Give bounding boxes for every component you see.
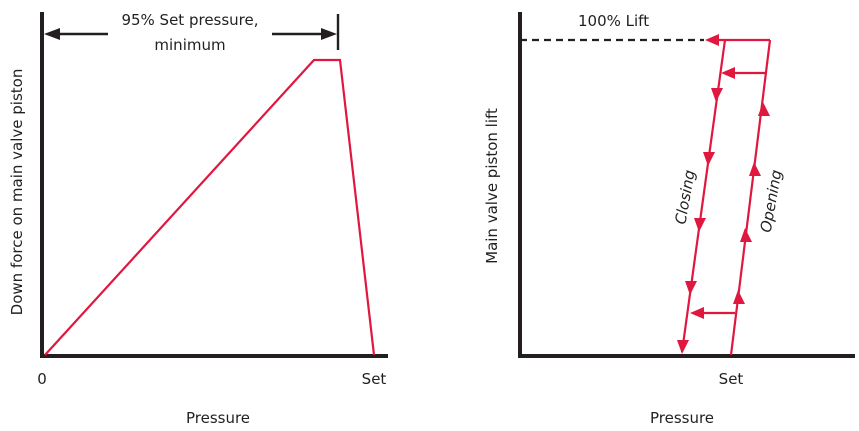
right-y-axis-label: Main valve piston lift <box>483 108 501 264</box>
opening-arrow-2 <box>740 228 752 242</box>
closing-arrow-1 <box>711 88 723 102</box>
opening-label: Opening <box>757 168 786 233</box>
opening-arrow-3 <box>749 162 761 176</box>
left-tick-zero: 0 <box>37 370 47 388</box>
left-tick-set: Set <box>362 370 387 388</box>
full-lift-label: 100% Lift <box>578 12 649 30</box>
dimension-label-line1: 95% Set pressure, <box>121 11 258 29</box>
right-tick-set: Set <box>719 370 744 388</box>
dimension-label-line2: minimum <box>154 36 225 54</box>
down-force-curve <box>44 58 376 356</box>
left-x-axis-label: Pressure <box>186 409 250 427</box>
opening-arrows <box>733 102 770 304</box>
left-y-axis-label: Down force on main valve piston <box>8 69 26 316</box>
opening-arrow-4 <box>758 102 770 116</box>
closing-arrow-5 <box>677 340 689 354</box>
left-diagram: 95% Set pressure, minimum 0 Set Pressure… <box>8 11 388 427</box>
right-diagram: 100% Lift Closing Open <box>483 12 855 427</box>
right-x-axis-label: Pressure <box>650 409 714 427</box>
top-transfer-arrow <box>705 34 719 46</box>
closing-arrow-3 <box>694 218 706 232</box>
closing-arrows <box>677 88 723 354</box>
upper-transfer-arrow <box>721 67 735 79</box>
opening-arrow-1 <box>733 290 745 304</box>
closing-arrow-2 <box>703 152 715 166</box>
closing-label: Closing <box>671 169 698 226</box>
closing-arrow-4 <box>685 281 697 295</box>
dimension-arrow-left <box>44 28 60 40</box>
lower-transfer-arrow <box>690 307 704 319</box>
dimension-arrow-right <box>321 28 337 40</box>
